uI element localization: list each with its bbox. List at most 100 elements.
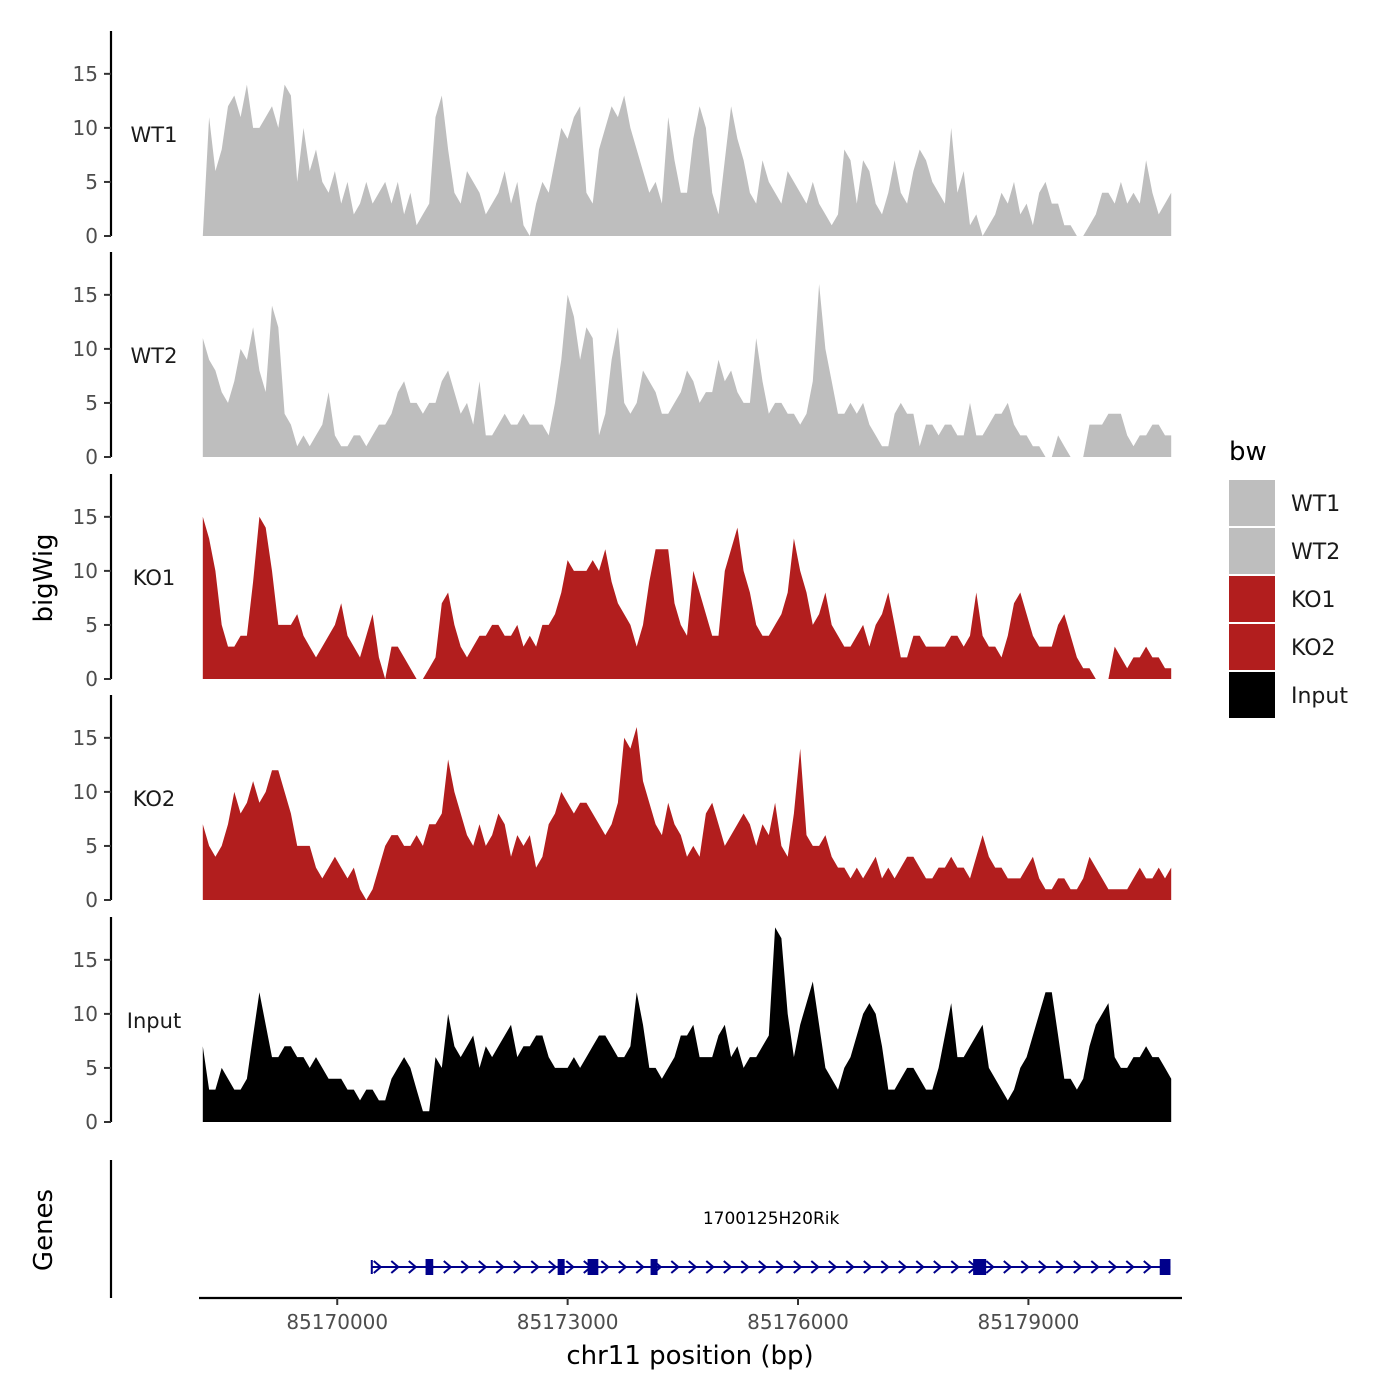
strand-arrow-icon (740, 1260, 750, 1274)
x-tick-label: 85176000 (747, 1310, 849, 1334)
y-tick-label: 10 (73, 780, 98, 804)
track-label-ko1: KO1 (133, 566, 176, 590)
x-axis-title: chr11 position (bp) (566, 1341, 813, 1371)
legend-swatch-input (1229, 672, 1275, 718)
strand-arrow-icon (565, 1260, 575, 1274)
y-tick-label: 15 (73, 726, 98, 750)
x-tick-label: 85173000 (517, 1310, 619, 1334)
strand-arrow-icon (443, 1260, 453, 1274)
track-label-wt1: WT1 (131, 123, 178, 147)
gene-name-label: 1700125H20Rik (703, 1209, 840, 1229)
y-tick-label: 15 (73, 948, 98, 972)
track-label-wt2: WT2 (131, 344, 178, 368)
y-tick-label: 15 (73, 283, 98, 307)
legend: bw WT1 WT2 KO1 KO2 Input (1229, 437, 1348, 718)
strand-arrow-icon (1090, 1260, 1100, 1274)
y-tick-label: 0 (85, 224, 98, 248)
legend-label-ko1: KO1 (1291, 588, 1336, 613)
y-tick-label: 5 (85, 391, 98, 415)
y-tick-label: 0 (85, 1110, 98, 1134)
strand-arrow-icon (845, 1260, 855, 1274)
strand-arrow-icon (635, 1260, 645, 1274)
bigwig-tracks: 0 5 10 15 WT1 0 5 10 15 WT2 0 5 10 15 KO1 0 5 10 15 KO2 0 5 10… (73, 31, 1172, 1134)
y-tick-label: 10 (73, 1002, 98, 1026)
strand-arrow-icon (863, 1260, 873, 1274)
legend-label-input: Input (1291, 684, 1348, 709)
track-wt1: 0 5 10 15 WT1 (73, 31, 1172, 248)
gene-exon (587, 1259, 599, 1275)
strand-arrow-icon (548, 1260, 558, 1274)
strand-arrow-icon (828, 1260, 838, 1274)
strand-arrow-icon (898, 1260, 908, 1274)
gene-exon (557, 1259, 565, 1275)
strand-arrow-icon (1143, 1260, 1153, 1274)
gene-exon (425, 1259, 434, 1275)
strand-arrow-icon (478, 1260, 488, 1274)
y-tick-label: 5 (85, 1056, 98, 1080)
gene-exon (973, 1259, 987, 1275)
strand-arrow-icon (688, 1260, 698, 1274)
strand-arrow-icon (933, 1260, 943, 1274)
coverage-area-input (202, 927, 1172, 1122)
y-tick-label: 5 (85, 834, 98, 858)
legend-swatch-wt2 (1229, 528, 1275, 574)
legend-label-wt2: WT2 (1291, 540, 1340, 565)
coverage-area-wt1 (202, 84, 1172, 236)
legend-swatch-wt1 (1229, 480, 1275, 526)
strand-arrow-icon (390, 1260, 400, 1274)
track-ko1: 0 5 10 15 KO1 (73, 474, 1172, 691)
x-tick-label: 85179000 (978, 1310, 1080, 1334)
strand-arrow-icon (1020, 1260, 1030, 1274)
strand-arrow-icon (758, 1260, 768, 1274)
strand-arrow-icon (530, 1260, 540, 1274)
strand-arrow-icon (1073, 1260, 1083, 1274)
gene-exon (650, 1259, 658, 1275)
track-input: 0 5 10 15 Input (73, 917, 1172, 1134)
strand-arrow-icon (1003, 1260, 1013, 1274)
strand-arrow-icon (513, 1260, 523, 1274)
gene-track-title: Genes (29, 1189, 59, 1271)
strand-arrow-icon (793, 1260, 803, 1274)
track-ko2: 0 5 10 15 KO2 (73, 695, 1172, 912)
x-axis: 85170000 85173000 85176000 85179000 chr11 p… (199, 1296, 1182, 1371)
strand-arrow-icon (373, 1260, 383, 1274)
strand-arrow-icon (670, 1260, 680, 1274)
legend-title: bw (1229, 437, 1267, 467)
strand-arrow-icon (618, 1260, 628, 1274)
strand-arrow-icon (460, 1260, 470, 1274)
legend-label-ko2: KO2 (1291, 636, 1336, 661)
strand-arrow-icon (950, 1260, 960, 1274)
y-tick-label: 15 (73, 62, 98, 86)
legend-label-wt1: WT1 (1291, 492, 1340, 517)
track-wt2: 0 5 10 15 WT2 (73, 252, 1172, 469)
coverage-area-ko1 (202, 516, 1172, 679)
coverage-area-ko2 (202, 727, 1172, 900)
strand-arrow-icon (495, 1260, 505, 1274)
strand-arrow-icon (775, 1260, 785, 1274)
strand-arrow-icon (408, 1260, 418, 1274)
x-tick-label: 85170000 (286, 1310, 388, 1334)
strand-arrow-icon (723, 1260, 733, 1274)
gene-exon (1159, 1259, 1171, 1275)
gene-track: Genes 1700125H20Rik (29, 1160, 1171, 1298)
y-tick-label: 5 (85, 170, 98, 194)
strand-arrow-icon (880, 1260, 890, 1274)
strand-arrow-icon (1055, 1260, 1065, 1274)
y-tick-label: 10 (73, 559, 98, 583)
y-tick-label: 10 (73, 337, 98, 361)
y-tick-label: 0 (85, 445, 98, 469)
y-tick-label: 5 (85, 613, 98, 637)
track-label-input: Input (127, 1009, 181, 1033)
y-tick-label: 0 (85, 888, 98, 912)
legend-swatch-ko2 (1229, 624, 1275, 670)
strand-arrow-icon (915, 1260, 925, 1274)
strand-arrow-icon (705, 1260, 715, 1274)
y-tick-label: 0 (85, 667, 98, 691)
coverage-area-wt2 (202, 284, 1172, 457)
strand-arrow-icon (985, 1260, 995, 1274)
legend-swatch-ko1 (1229, 576, 1275, 622)
x-axis-ticks: 85170000 85173000 85176000 85179000 (286, 1298, 1079, 1334)
strand-arrow-icon (1125, 1260, 1135, 1274)
strand-arrow-icon (600, 1260, 610, 1274)
legend-items: WT1 WT2 KO1 KO2 Input (1229, 480, 1348, 718)
